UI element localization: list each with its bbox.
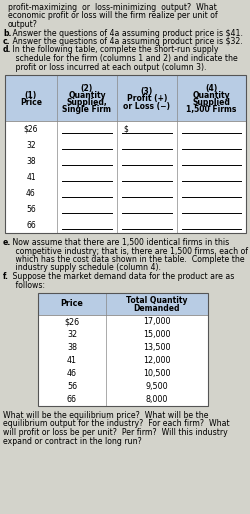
Text: (2): (2) [80, 84, 93, 93]
Text: 46: 46 [67, 369, 77, 378]
Text: (1): (1) [25, 91, 37, 100]
Bar [5, 75, 245, 121]
Text: profit-maximizing  or  loss-minimizing  output?  What: profit-maximizing or loss-minimizing out… [8, 3, 216, 12]
Text: or Loss (−): or Loss (−) [123, 102, 170, 111]
Text: 46: 46 [26, 189, 36, 197]
Text: $26: $26 [24, 124, 38, 134]
Text: Single Firm: Single Firm [62, 105, 111, 114]
Text: follows:: follows: [8, 281, 45, 289]
Text: (3): (3) [140, 87, 152, 96]
Text: c.: c. [3, 37, 10, 46]
Text: Supplied,: Supplied, [66, 98, 107, 107]
Text: Total Quantity: Total Quantity [126, 296, 187, 305]
Text: d.: d. [3, 46, 12, 54]
Text: 41: 41 [67, 356, 77, 365]
Text: $: $ [122, 124, 127, 134]
Text: (4): (4) [204, 84, 217, 93]
Text: Demanded: Demanded [133, 304, 180, 313]
Text: Quantity: Quantity [192, 91, 230, 100]
Text: $26: $26 [64, 317, 79, 326]
Text: 12,000: 12,000 [143, 356, 170, 365]
Text: Quantity: Quantity [68, 91, 106, 100]
Text: 9,500: 9,500 [145, 382, 168, 391]
Text: b.: b. [3, 28, 12, 38]
Bar [5, 121, 245, 137]
Text: economic profit or loss will the firm realize per unit of: economic profit or loss will the firm re… [8, 11, 217, 21]
Bar [5, 201, 245, 217]
Text: Now assume that there are 1,500 identical firms in this: Now assume that there are 1,500 identica… [10, 238, 228, 247]
Text: Supplied: Supplied [192, 98, 230, 107]
Text: will profit or loss be per unit?  Per firm?  Will this industry: will profit or loss be per unit? Per fir… [3, 428, 227, 437]
Bar [5, 137, 245, 153]
Text: 32: 32 [67, 330, 77, 339]
Text: output?: output? [8, 20, 38, 29]
Text: 10,500: 10,500 [143, 369, 170, 378]
Text: 15,000: 15,000 [143, 330, 170, 339]
Text: 56: 56 [67, 382, 77, 391]
Text: 38: 38 [67, 343, 77, 352]
Bar [38, 328, 207, 341]
Bar [5, 185, 245, 201]
Text: Suppose the market demand data for the product are as: Suppose the market demand data for the p… [10, 272, 234, 281]
Text: 1,500 Firms: 1,500 Firms [186, 105, 236, 114]
Text: f.: f. [3, 272, 9, 281]
Text: What will be the equilibrium price?  What will be the: What will be the equilibrium price? What… [3, 411, 208, 420]
Text: Answer the questions of 4a assuming product price is $41.: Answer the questions of 4a assuming prod… [10, 28, 242, 38]
Text: equilibrium output for the industry?  For each firm?  What: equilibrium output for the industry? For… [3, 419, 229, 429]
Text: e.: e. [3, 238, 11, 247]
Text: 66: 66 [67, 395, 77, 404]
Text: schedule for the firm (columns 1 and 2) and indicate the: schedule for the firm (columns 1 and 2) … [8, 54, 237, 63]
Text: 17,000: 17,000 [143, 317, 170, 326]
Text: expand or contract in the long run?: expand or contract in the long run? [3, 436, 141, 446]
Text: Answer the questions of 4a assuming product price is $32.: Answer the questions of 4a assuming prod… [10, 37, 242, 46]
Bar [5, 75, 245, 233]
Text: 8,000: 8,000 [145, 395, 168, 404]
Text: industry supply schedule (column 4).: industry supply schedule (column 4). [8, 264, 160, 272]
Text: Price: Price [60, 300, 83, 308]
Bar [5, 217, 245, 233]
Bar [38, 341, 207, 354]
Text: In the following table, complete the short-run supply: In the following table, complete the sho… [10, 46, 218, 54]
Bar [5, 153, 245, 169]
Text: 13,500: 13,500 [143, 343, 170, 352]
Bar [38, 367, 207, 380]
Text: which has the cost data shown in the table.  Complete the: which has the cost data shown in the tab… [8, 255, 244, 264]
Bar [38, 293, 207, 406]
Bar [38, 380, 207, 393]
Text: profit or loss incurred at each output (column 3).: profit or loss incurred at each output (… [8, 63, 206, 71]
Bar [38, 354, 207, 367]
Bar [38, 293, 207, 315]
Text: 38: 38 [26, 156, 36, 166]
Bar [38, 393, 207, 406]
Text: 66: 66 [26, 221, 36, 229]
Text: competitive industry; that is, there are 1,500 firms, each of: competitive industry; that is, there are… [8, 247, 247, 255]
Text: Profit (+): Profit (+) [126, 95, 166, 103]
Text: 41: 41 [26, 173, 36, 181]
Bar [38, 315, 207, 328]
Bar [5, 169, 245, 185]
Text: 56: 56 [26, 205, 36, 213]
Text: 32: 32 [26, 140, 36, 150]
Text: Price: Price [20, 98, 42, 107]
